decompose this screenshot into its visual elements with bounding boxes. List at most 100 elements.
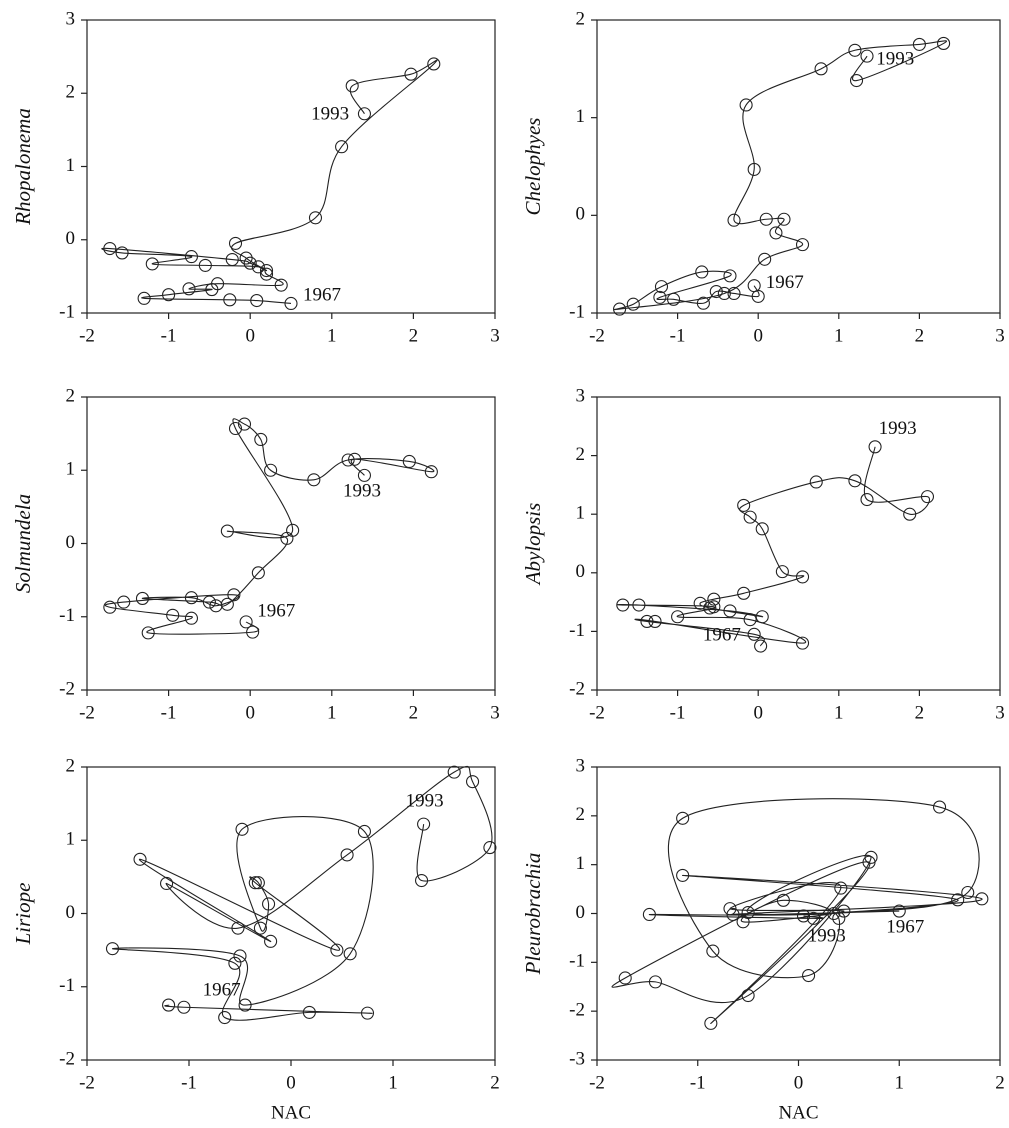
- point: [424, 465, 438, 479]
- point: [246, 625, 260, 639]
- point: [795, 636, 810, 650]
- point: [223, 293, 237, 307]
- point: [827, 906, 841, 921]
- point: [807, 911, 821, 925]
- x-tick-label: 0: [753, 702, 763, 723]
- point: [115, 246, 129, 260]
- y-tick-label: -1: [569, 620, 585, 641]
- point: [676, 868, 690, 882]
- point: [162, 998, 176, 1012]
- x-tick-label: 1: [327, 325, 337, 346]
- point: [704, 1016, 718, 1030]
- point: [239, 251, 253, 265]
- point: [912, 37, 926, 51]
- y-tick-label: 1: [66, 829, 76, 850]
- point: [220, 524, 234, 538]
- point: [345, 79, 359, 93]
- y-tick-label: 2: [576, 804, 586, 825]
- point: [961, 885, 975, 900]
- y-tick-label: 0: [66, 902, 76, 923]
- point: [717, 286, 731, 301]
- point: [618, 971, 632, 985]
- point: [695, 265, 709, 279]
- y-tick-label: 0: [576, 561, 586, 582]
- point: [225, 252, 239, 267]
- point: [837, 904, 851, 918]
- point: [903, 507, 917, 521]
- point: [759, 212, 773, 226]
- x-tick-label: 2: [915, 325, 925, 346]
- y-tick-label: 1: [66, 459, 76, 480]
- point: [860, 492, 874, 507]
- y-tick-label: -1: [569, 951, 585, 972]
- point: [696, 296, 710, 310]
- point: [145, 257, 159, 271]
- x-tick-label: 2: [409, 325, 419, 346]
- point: [706, 944, 720, 958]
- point: [237, 417, 252, 431]
- point: [632, 598, 646, 612]
- x-tick-label: -2: [589, 702, 605, 723]
- point: [402, 454, 416, 469]
- point: [218, 1010, 232, 1025]
- point: [747, 162, 761, 176]
- annotation: 1993: [343, 481, 381, 502]
- trajectory: [611, 798, 983, 1024]
- x-tick-label: 2: [490, 1072, 500, 1093]
- point: [250, 293, 264, 308]
- point: [796, 909, 811, 923]
- y-tick-label: 2: [66, 755, 76, 776]
- point: [231, 921, 245, 935]
- annotation: 1967: [303, 285, 341, 306]
- point: [777, 212, 791, 226]
- point: [177, 1000, 191, 1014]
- x-tick-label: -1: [690, 1072, 706, 1093]
- x-tick-label: 3: [490, 325, 500, 346]
- trajectory: [613, 40, 947, 311]
- point: [274, 278, 288, 292]
- point: [133, 852, 147, 866]
- point: [769, 226, 783, 240]
- x-tick-label: -2: [589, 1072, 605, 1093]
- point: [758, 252, 772, 266]
- annotation: 1993: [406, 791, 444, 812]
- point: [654, 280, 669, 294]
- point: [802, 968, 816, 983]
- point: [613, 302, 627, 316]
- point: [932, 800, 947, 814]
- x-tick-label: 0: [794, 1072, 804, 1093]
- point: [671, 610, 685, 624]
- x-tick-label: 2: [995, 1072, 1005, 1093]
- y-axis-label: Rhopalonema: [11, 108, 35, 226]
- x-tick-label: 1: [327, 702, 337, 723]
- point: [676, 811, 690, 825]
- point: [117, 595, 131, 609]
- point: [137, 291, 151, 305]
- point: [832, 911, 846, 925]
- point: [335, 140, 349, 154]
- point: [868, 440, 882, 454]
- point: [103, 241, 117, 256]
- x-tick-label: -2: [589, 325, 605, 346]
- y-tick-label: -2: [569, 1000, 585, 1021]
- y-tick-label: -1: [569, 301, 585, 322]
- point: [739, 98, 753, 112]
- point: [262, 897, 276, 911]
- point: [892, 904, 906, 918]
- point: [239, 615, 253, 629]
- y-tick-label: -1: [59, 975, 75, 996]
- y-tick-label: 3: [66, 8, 76, 29]
- point: [754, 639, 768, 653]
- point: [357, 824, 371, 839]
- point: [235, 822, 249, 836]
- point: [776, 893, 790, 907]
- y-axis-label: Liriope: [11, 883, 35, 946]
- x-tick-label: 3: [995, 702, 1005, 723]
- y-tick-label: 2: [66, 82, 76, 103]
- point: [228, 956, 242, 970]
- trajectory: [101, 59, 438, 305]
- x-tick-label: 3: [995, 325, 1005, 346]
- point: [795, 238, 810, 252]
- annotation: 1967: [886, 917, 924, 938]
- point: [727, 286, 741, 301]
